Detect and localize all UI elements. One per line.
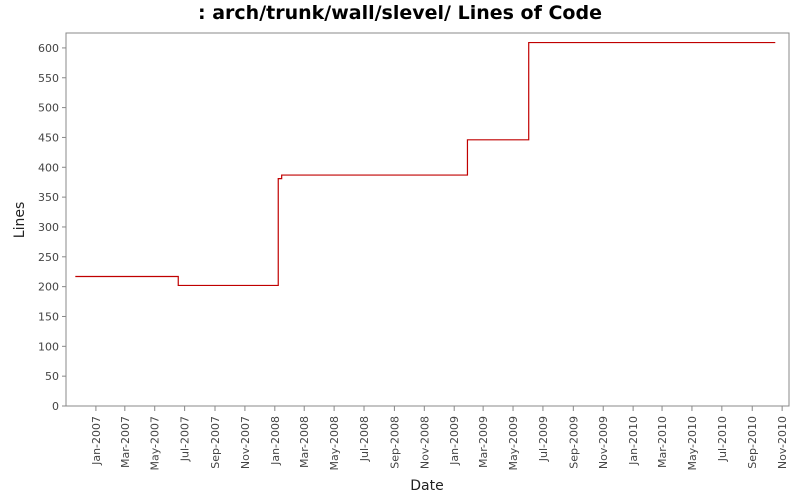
y-tick-label: 350 [38,191,59,204]
x-tick-label: Jan-2007 [90,416,103,466]
plot-frame [65,32,790,407]
x-tick-label: Jan-2009 [448,416,461,466]
y-tick-label: 500 [38,102,59,115]
y-tick-label: 0 [52,400,59,413]
y-tick-label: 450 [38,131,59,144]
x-tick-label: Jul-2010 [716,416,729,462]
chart-title: : arch/trunk/wall/slevel/ Lines of Code [198,2,602,24]
x-tick-label: Nov-2009 [597,416,610,469]
y-tick-label: 50 [45,370,59,383]
series-layer [75,41,776,287]
x-tick-label: Jul-2007 [179,416,192,462]
x-tick-label: Jul-2009 [537,416,550,462]
y-tick-label: 100 [38,340,59,353]
x-tick-label: May-2008 [328,416,341,471]
x-tick-label: May-2010 [686,416,699,471]
y-axis-label: Lines [12,202,28,238]
x-tick-label: May-2009 [507,416,520,471]
y-tick-label: 400 [38,161,59,174]
x-tick-label: Mar-2010 [656,416,669,468]
y-tick-label: 550 [38,72,59,85]
x-axis: Jan-2007 Mar-2007 May-2007 Jul-2007 Sep-2007… [90,406,789,471]
series-line [75,41,776,287]
x-tick-label: Mar-2009 [477,416,490,468]
x-tick-label: Jan-2010 [627,416,640,466]
x-tick-label: May-2007 [149,416,162,471]
x-tick-label: Mar-2008 [298,416,311,468]
x-tick-label: Sep-2007 [209,416,222,469]
x-tick-label: Jul-2008 [358,416,371,462]
x-tick-label: Sep-2009 [567,416,580,469]
y-tick-label: 300 [38,221,59,234]
y-tick-label: 150 [38,310,59,323]
x-tick-label: Sep-2008 [388,416,401,469]
x-tick-label: Nov-2008 [418,416,431,469]
plot-background [66,33,789,406]
x-axis-label: Date [410,478,443,494]
x-tick-label: Nov-2010 [776,416,789,469]
y-tick-label: 200 [38,281,59,294]
y-axis: 0 50 100 150 200 250 300 350 400 450 500 550 600 [38,42,66,413]
y-tick-label: 250 [38,251,59,264]
x-tick-label: Sep-2010 [746,416,759,469]
y-tick-label: 600 [38,42,59,55]
x-tick-label: Nov-2007 [239,416,252,469]
x-tick-label: Jan-2008 [269,416,282,466]
x-tick-label: Mar-2007 [119,416,132,468]
